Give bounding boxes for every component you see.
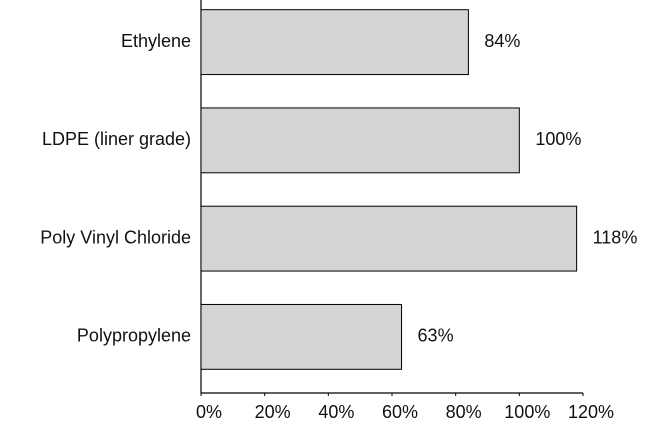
y-tick-label: LDPE (liner grade) bbox=[42, 129, 191, 149]
bar bbox=[200, 107, 520, 174]
bar bbox=[200, 205, 578, 272]
bar bbox=[200, 9, 469, 76]
x-tick-label: 0% bbox=[196, 402, 222, 422]
x-tick-label: 120% bbox=[568, 402, 614, 422]
value-label: 84% bbox=[484, 31, 520, 51]
x-tick-label: 20% bbox=[255, 402, 291, 422]
y-tick-label: Ethylene bbox=[121, 31, 191, 51]
value-label: 118% bbox=[593, 227, 638, 247]
x-tick-label: 60% bbox=[382, 402, 418, 422]
y-tick-label: Polypropylene bbox=[77, 326, 191, 346]
x-tick-label: 80% bbox=[446, 402, 482, 422]
bar bbox=[200, 303, 403, 370]
x-tick-label: 100% bbox=[504, 402, 550, 422]
value-label: 100% bbox=[535, 129, 581, 149]
value-label: 63% bbox=[418, 326, 454, 346]
x-tick-label: 40% bbox=[318, 402, 354, 422]
y-tick-label: Poly Vinyl Chloride bbox=[40, 227, 191, 247]
